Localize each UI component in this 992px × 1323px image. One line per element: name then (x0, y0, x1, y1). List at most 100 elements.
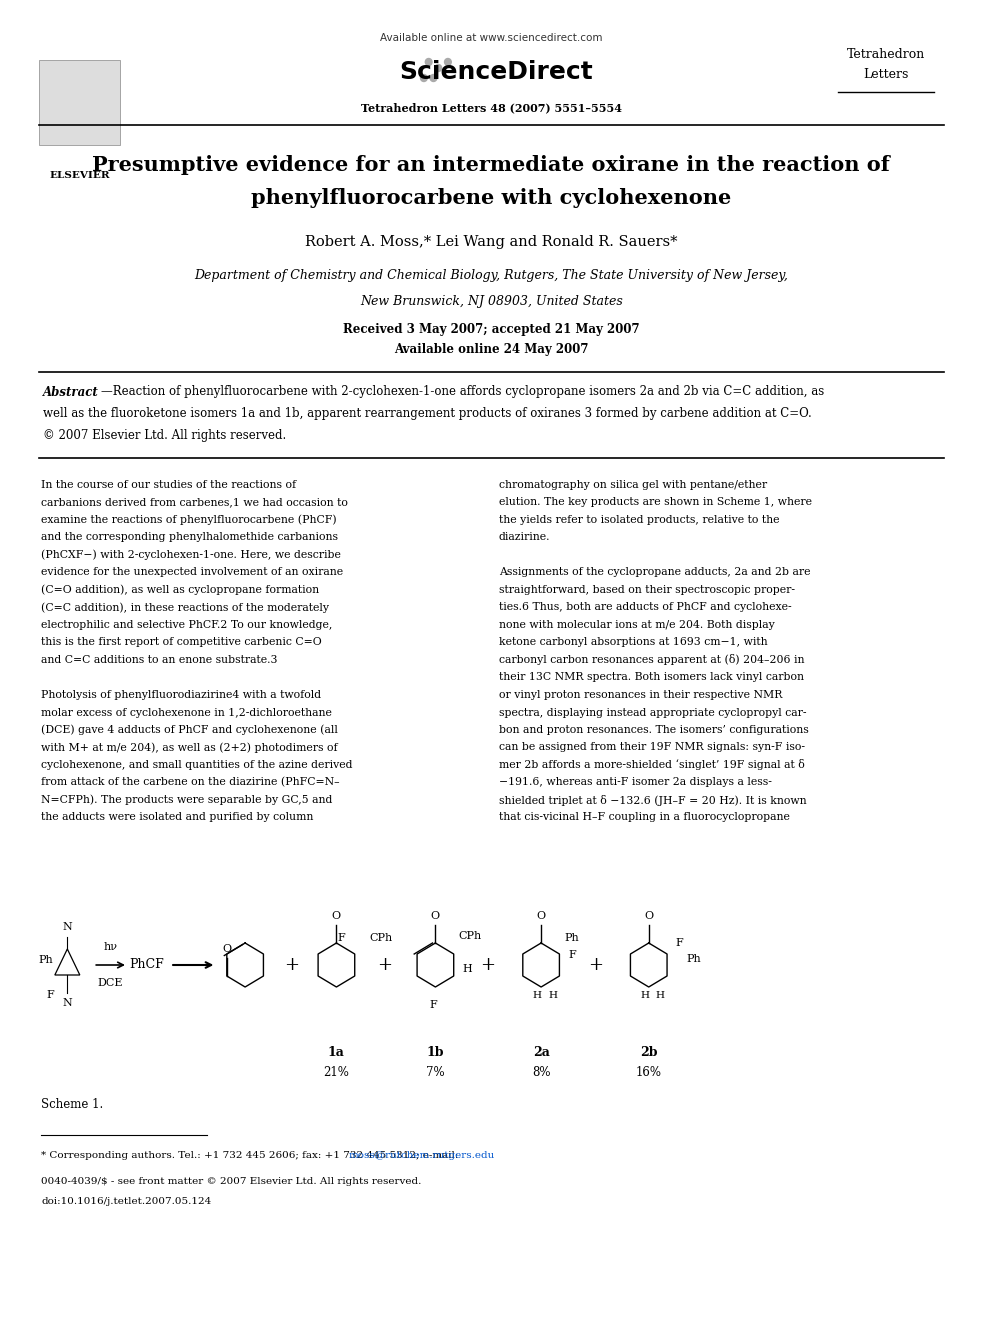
Text: ELSEVIER: ELSEVIER (50, 171, 110, 180)
Circle shape (444, 58, 451, 66)
Text: H: H (533, 991, 542, 999)
Text: —Reaction of phenylfluorocarbene with 2-cyclohexen-1-one affords cyclopropane is: —Reaction of phenylfluorocarbene with 2-… (101, 385, 824, 398)
Text: Scheme 1.: Scheme 1. (42, 1098, 103, 1111)
Text: elution. The key products are shown in Scheme 1, where: elution. The key products are shown in S… (499, 497, 811, 508)
Text: © 2007 Elsevier Ltd. All rights reserved.: © 2007 Elsevier Ltd. All rights reserved… (44, 430, 287, 442)
Text: Ph: Ph (564, 933, 579, 943)
Text: ScienceDirect: ScienceDirect (399, 60, 593, 83)
Text: Tetrahedron: Tetrahedron (847, 49, 926, 61)
Text: Ph: Ph (39, 955, 54, 964)
Text: mer 2b affords a more-shielded ‘singlet’ 19F signal at δ: mer 2b affords a more-shielded ‘singlet’… (499, 759, 805, 770)
Text: (C=C addition), in these reactions of the moderately: (C=C addition), in these reactions of th… (42, 602, 329, 613)
Text: cyclohexenone, and small quantities of the azine derived: cyclohexenone, and small quantities of t… (42, 759, 353, 770)
Text: 2b: 2b (640, 1045, 658, 1058)
Text: F: F (568, 950, 575, 960)
Text: Photolysis of phenylfluorodiazirine4 with a twofold: Photolysis of phenylfluorodiazirine4 wit… (42, 691, 321, 700)
Text: H: H (656, 991, 665, 999)
Text: their 13C NMR spectra. Both isomers lack vinyl carbon: their 13C NMR spectra. Both isomers lack… (499, 672, 804, 683)
Text: or vinyl proton resonances in their respective NMR: or vinyl proton resonances in their resp… (499, 691, 783, 700)
Text: Letters: Letters (863, 69, 909, 82)
Text: Tetrahedron Letters 48 (2007) 5551–5554: Tetrahedron Letters 48 (2007) 5551–5554 (361, 102, 622, 114)
Text: Received 3 May 2007; accepted 21 May 2007: Received 3 May 2007; accepted 21 May 200… (343, 324, 640, 336)
Circle shape (421, 74, 428, 82)
Text: H: H (549, 991, 558, 999)
Text: from attack of the carbene on the diazirine (PhFC=N–: from attack of the carbene on the diazir… (42, 778, 340, 787)
Text: the adducts were isolated and purified by column: the adducts were isolated and purified b… (42, 812, 313, 823)
Text: 1b: 1b (427, 1045, 444, 1058)
Text: In the course of our studies of the reactions of: In the course of our studies of the reac… (42, 480, 297, 490)
Text: 1a: 1a (328, 1045, 345, 1058)
Text: 21%: 21% (323, 1065, 349, 1078)
Text: Assignments of the cyclopropane adducts, 2a and 2b are: Assignments of the cyclopropane adducts,… (499, 568, 810, 578)
Text: Department of Chemistry and Chemical Biology, Rutgers, The State University of N: Department of Chemistry and Chemical Bio… (194, 269, 788, 282)
Text: evidence for the unexpected involvement of an oxirane: evidence for the unexpected involvement … (42, 568, 343, 578)
Text: 7%: 7% (427, 1065, 444, 1078)
Text: electrophilic and selective PhCF.2 To our knowledge,: electrophilic and selective PhCF.2 To ou… (42, 620, 332, 630)
Text: Abstract: Abstract (44, 385, 99, 398)
Text: the yields refer to isolated products, relative to the: the yields refer to isolated products, r… (499, 515, 780, 525)
Text: doi:10.1016/j.tetlet.2007.05.124: doi:10.1016/j.tetlet.2007.05.124 (42, 1197, 211, 1207)
Text: examine the reactions of phenylfluorocarbene (PhCF): examine the reactions of phenylfluorocar… (42, 515, 337, 525)
Text: phenylfluorocarbene with cyclohexenone: phenylfluorocarbene with cyclohexenone (251, 188, 731, 208)
Circle shape (426, 58, 433, 66)
Text: F: F (337, 933, 345, 943)
Circle shape (434, 65, 441, 71)
Text: +: + (588, 957, 603, 974)
Text: PhCF: PhCF (130, 958, 165, 971)
Text: F: F (47, 990, 54, 1000)
Text: H: H (641, 991, 650, 999)
Text: Available online 24 May 2007: Available online 24 May 2007 (394, 344, 588, 356)
Text: −191.6, whereas anti-F isomer 2a displays a less-: −191.6, whereas anti-F isomer 2a display… (499, 778, 772, 787)
Text: N: N (62, 998, 72, 1008)
Text: diazirine.: diazirine. (499, 532, 551, 542)
Text: this is the first report of competitive carbenic C=O: this is the first report of competitive … (42, 638, 322, 647)
Text: DCE: DCE (98, 978, 123, 988)
Text: ketone carbonyl absorptions at 1693 cm−1, with: ketone carbonyl absorptions at 1693 cm−1… (499, 638, 768, 647)
Text: (PhCXF−) with 2-cyclohexen-1-one. Here, we describe: (PhCXF−) with 2-cyclohexen-1-one. Here, … (42, 550, 341, 560)
Text: ties.6 Thus, both are adducts of PhCF and cyclohexe-: ties.6 Thus, both are adducts of PhCF an… (499, 602, 792, 613)
Text: +: + (284, 957, 299, 974)
Text: molar excess of cyclohexenone in 1,2-dichloroethane: molar excess of cyclohexenone in 1,2-dic… (42, 708, 332, 717)
Text: O: O (644, 912, 654, 921)
Text: O: O (537, 912, 546, 921)
Text: carbanions derived from carbenes,1 we had occasion to: carbanions derived from carbenes,1 we ha… (42, 497, 348, 508)
Text: 2a: 2a (533, 1045, 550, 1058)
Text: N: N (62, 922, 72, 931)
Text: Available online at www.sciencedirect.com: Available online at www.sciencedirect.co… (380, 33, 602, 44)
Text: CPh: CPh (369, 933, 393, 943)
Text: hν: hν (103, 942, 118, 953)
Text: straightforward, based on their spectroscopic proper-: straightforward, based on their spectros… (499, 585, 795, 595)
Circle shape (431, 74, 436, 82)
Text: Ph: Ph (686, 954, 701, 964)
Text: shielded triplet at δ −132.6 (JH–F = 20 Hz). It is known: shielded triplet at δ −132.6 (JH–F = 20 … (499, 795, 806, 806)
Text: New Brunswick, NJ 08903, United States: New Brunswick, NJ 08903, United States (360, 295, 623, 308)
Text: Presumptive evidence for an intermediate oxirane in the reaction of: Presumptive evidence for an intermediate… (92, 155, 890, 175)
Text: H: H (462, 964, 472, 974)
Text: O: O (222, 945, 231, 954)
Text: 8%: 8% (532, 1065, 551, 1078)
Text: carbonyl carbon resonances apparent at (δ) 204–206 in: carbonyl carbon resonances apparent at (… (499, 655, 805, 665)
Text: N=CFPh). The products were separable by GC,5 and: N=CFPh). The products were separable by … (42, 795, 332, 806)
Text: CPh: CPh (458, 931, 482, 941)
Text: O: O (332, 912, 341, 921)
Text: that cis-vicinal H–F coupling in a fluorocyclopropane: that cis-vicinal H–F coupling in a fluor… (499, 812, 790, 823)
Text: and the corresponding phenylhalomethide carbanions: and the corresponding phenylhalomethide … (42, 532, 338, 542)
Text: chromatography on silica gel with pentane/ether: chromatography on silica gel with pentan… (499, 480, 767, 490)
Text: F: F (676, 938, 683, 949)
Text: none with molecular ions at m/e 204. Both display: none with molecular ions at m/e 204. Bot… (499, 620, 775, 630)
Text: * Corresponding authors. Tel.: +1 732 445 2606; fax: +1 732 445 5312; e-mail:: * Corresponding authors. Tel.: +1 732 44… (42, 1151, 462, 1159)
Text: O: O (431, 912, 440, 921)
FancyBboxPatch shape (39, 60, 120, 146)
Text: spectra, displaying instead appropriate cyclopropyl car-: spectra, displaying instead appropriate … (499, 708, 806, 717)
Text: 16%: 16% (636, 1065, 662, 1078)
Text: and C=C additions to an enone substrate.3: and C=C additions to an enone substrate.… (42, 655, 278, 665)
Text: +: + (377, 957, 392, 974)
Text: F: F (430, 1000, 437, 1009)
Text: (C=O addition), as well as cyclopropane formation: (C=O addition), as well as cyclopropane … (42, 585, 319, 595)
Text: Robert A. Moss,* Lei Wang and Ronald R. Sauers*: Robert A. Moss,* Lei Wang and Ronald R. … (305, 235, 678, 249)
Text: well as the fluoroketone isomers 1a and 1b, apparent rearrangement products of o: well as the fluoroketone isomers 1a and … (44, 407, 812, 421)
Text: with M+ at m/e 204), as well as (2+2) photodimers of: with M+ at m/e 204), as well as (2+2) ph… (42, 742, 338, 753)
Text: bon and proton resonances. The isomers’ configurations: bon and proton resonances. The isomers’ … (499, 725, 808, 736)
Text: +: + (480, 957, 495, 974)
Text: can be assigned from their 19F NMR signals: syn-F iso-: can be assigned from their 19F NMR signa… (499, 742, 805, 753)
